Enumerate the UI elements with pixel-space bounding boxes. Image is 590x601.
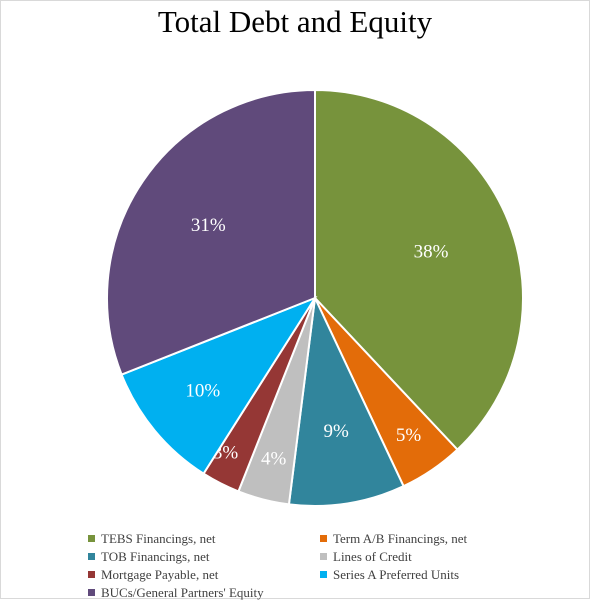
pie-slice-6	[106, 88, 316, 376]
legend-swatch-1	[320, 535, 327, 542]
legend-item-3: Lines of Credit	[320, 548, 552, 565]
legend-swatch-6	[88, 589, 95, 596]
legend-swatch-2	[88, 553, 95, 560]
slice-label-3: 4%	[261, 449, 287, 470]
legend-item-0: TEBS Financings, net	[88, 530, 320, 547]
legend-swatch-4	[88, 571, 95, 578]
pie-slice-2	[287, 294, 405, 507]
legend-label-5: Series A Preferred Units	[333, 566, 460, 582]
legend-item-1: Term A/B Financings, net	[320, 530, 552, 547]
legend-item-6: BUCs/General Partners' Equity	[88, 584, 320, 601]
slice-label-2: 9%	[323, 421, 349, 442]
legend-swatch-3	[320, 553, 327, 560]
chart-title: Total Debt and Equity	[157, 4, 433, 39]
legend-item-2: TOB Financings, net	[88, 548, 320, 565]
legend-label-0: TEBS Financings, net	[101, 530, 216, 546]
slice-label-0: 38%	[414, 242, 449, 263]
legend-label-4: Mortgage Payable, net	[101, 566, 219, 582]
legend-label-6: BUCs/General Partners' Equity	[101, 584, 264, 600]
slice-label-6: 31%	[191, 215, 226, 236]
legend-item-5: Series A Preferred Units	[320, 566, 552, 583]
pie-slice-5	[120, 295, 318, 476]
slice-label-5: 10%	[185, 380, 220, 401]
legend-swatch-5	[320, 571, 327, 578]
slice-label-1: 5%	[396, 425, 422, 446]
legend-label-3: Lines of Credit	[333, 548, 412, 564]
legend-swatch-0	[88, 535, 95, 542]
legend-label-2: TOB Financings, net	[101, 548, 210, 564]
legend-label-1: Term A/B Financings, net	[333, 530, 468, 546]
legend-item-4: Mortgage Payable, net	[88, 566, 320, 583]
legend: TEBS Financings, net Term A/B Financings,…	[88, 530, 558, 601]
pie-slice-0	[314, 88, 524, 452]
